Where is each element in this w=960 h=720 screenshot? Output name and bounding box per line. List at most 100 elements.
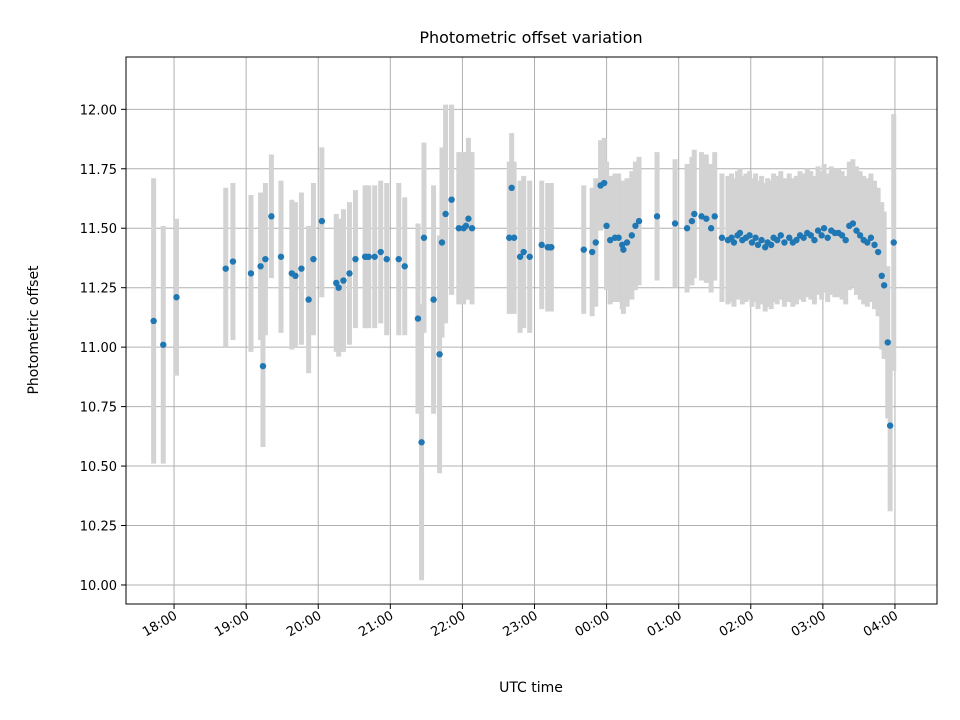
data-point <box>807 232 815 239</box>
data-point <box>628 232 636 239</box>
data-point <box>277 253 285 260</box>
data-point <box>864 239 871 246</box>
x-axis-label: UTC time <box>499 680 563 696</box>
y-tick-label: 11.75 <box>80 163 117 178</box>
data-point <box>728 234 735 241</box>
y-tick-label: 10.25 <box>80 520 117 535</box>
data-point <box>620 246 627 253</box>
data-point <box>603 222 610 230</box>
data-point <box>786 234 793 241</box>
data-point <box>395 255 402 263</box>
data-point <box>800 234 807 241</box>
data-point <box>849 220 857 227</box>
data-point <box>707 225 715 232</box>
y-axis-label: Photometric offset <box>26 265 42 395</box>
data-point <box>820 225 828 232</box>
data-points <box>150 179 897 446</box>
data-point <box>711 213 718 220</box>
data-point <box>371 253 378 260</box>
data-point <box>730 239 738 246</box>
y-tick-label: 11.00 <box>80 341 117 356</box>
data-point <box>318 217 326 225</box>
data-point <box>173 294 180 301</box>
data-point <box>262 255 269 263</box>
data-point <box>886 422 894 429</box>
data-point <box>510 234 518 241</box>
y-tick-label: 10.50 <box>80 460 117 475</box>
y-tick-label: 12.00 <box>80 103 117 118</box>
data-point <box>538 241 545 249</box>
data-point <box>818 232 825 239</box>
data-point <box>414 315 422 322</box>
data-point <box>335 284 342 291</box>
data-point <box>420 234 428 241</box>
data-point <box>222 265 229 272</box>
data-point <box>746 232 753 239</box>
data-point <box>352 255 359 263</box>
data-point <box>160 341 167 348</box>
data-point <box>455 225 463 232</box>
data-point <box>462 222 470 230</box>
data-point <box>781 239 788 246</box>
data-point <box>333 279 340 287</box>
data-point <box>401 263 408 270</box>
data-point <box>703 215 710 222</box>
data-point <box>635 217 643 225</box>
data-point <box>632 222 639 230</box>
data-point <box>588 248 596 256</box>
data-point <box>548 244 555 251</box>
data-point <box>767 241 775 249</box>
data-point <box>520 248 527 256</box>
data-point <box>623 239 631 246</box>
data-point <box>600 179 608 187</box>
data-point <box>506 234 513 241</box>
data-point <box>691 210 698 218</box>
y-tick-label: 10.00 <box>80 579 117 594</box>
data-point <box>606 236 614 244</box>
data-point <box>754 241 762 249</box>
data-point <box>257 263 264 270</box>
data-point <box>438 239 446 246</box>
data-point <box>305 296 312 303</box>
data-point <box>516 253 524 260</box>
data-point <box>150 317 157 325</box>
data-point <box>508 184 515 192</box>
data-point <box>247 270 255 277</box>
data-point <box>298 265 305 272</box>
data-point <box>436 351 443 358</box>
data-point <box>777 232 785 239</box>
data-point <box>814 227 822 234</box>
data-point <box>346 270 353 277</box>
data-point <box>430 296 437 303</box>
y-tick-label: 11.50 <box>80 222 117 237</box>
data-point <box>736 229 744 237</box>
data-point <box>874 248 882 256</box>
data-point <box>418 439 425 446</box>
data-point <box>853 227 860 234</box>
data-point <box>884 339 891 346</box>
data-point <box>259 362 267 370</box>
data-point <box>811 236 818 244</box>
data-point <box>688 217 696 225</box>
data-point <box>340 277 347 284</box>
data-point <box>229 258 237 265</box>
y-ticks: 10.00 10.25 10.50 10.75 11.00 11.25 11.50 11.75… <box>80 103 126 594</box>
data-point <box>856 232 864 239</box>
data-point <box>580 246 587 253</box>
data-point <box>718 234 726 241</box>
data-point <box>683 225 691 232</box>
data-point <box>526 253 533 260</box>
data-point <box>774 236 781 244</box>
data-point <box>890 239 897 246</box>
data-point <box>383 255 390 263</box>
chart-title: Photometric offset variation <box>419 28 642 47</box>
y-tick-label: 10.75 <box>80 401 117 416</box>
data-point <box>292 272 299 279</box>
data-point <box>871 241 878 249</box>
data-point <box>752 234 759 241</box>
data-point <box>880 282 888 289</box>
data-point <box>592 239 599 246</box>
data-point <box>442 210 449 218</box>
data-point <box>268 213 275 220</box>
